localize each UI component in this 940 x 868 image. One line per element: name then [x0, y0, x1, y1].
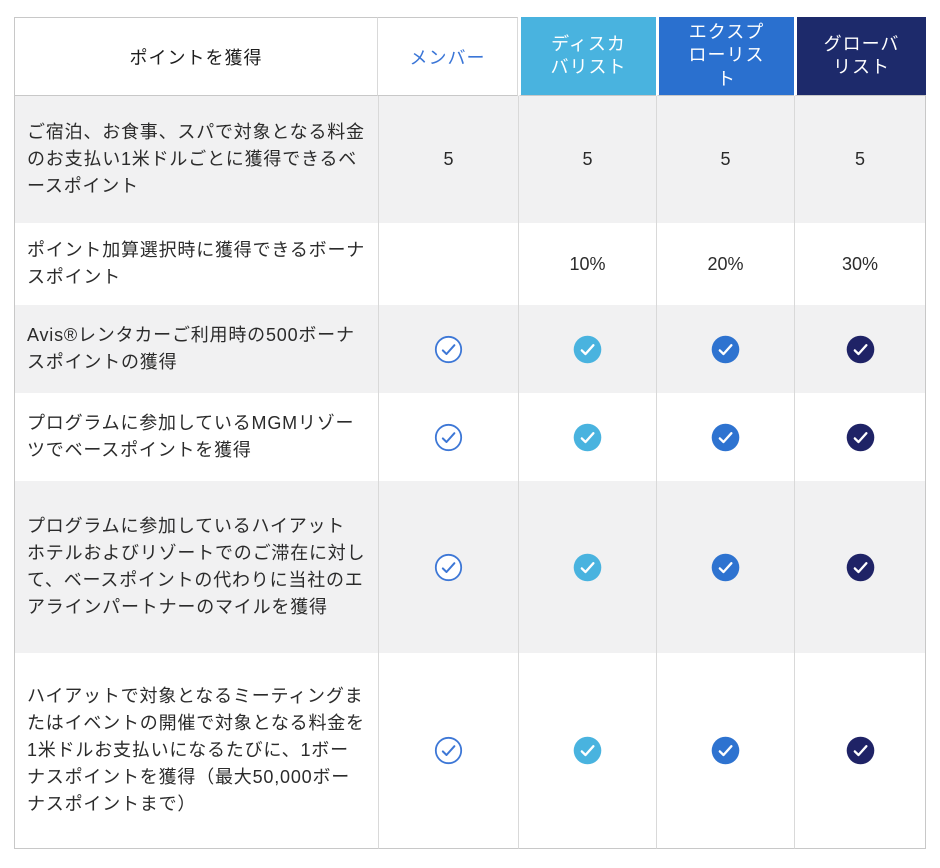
table-row: ポイント加算選択時に獲得できるボーナスポイント 10% 20% 30%	[14, 223, 926, 305]
table-row: Avis®レンタカーご利用時の500ボーナスポイントの獲得	[14, 305, 926, 393]
value-cell	[378, 223, 518, 305]
table-row: プログラムに参加しているMGMリゾーツでベースポイントを獲得	[14, 393, 926, 481]
header-row: ポイントを獲得 メンバー ディスカ バリスト エクスプ ローリス トグローバ リスト	[14, 17, 926, 96]
value-cell: 5	[794, 96, 926, 223]
check-circle-icon	[846, 423, 875, 451]
check-icon	[378, 481, 518, 653]
check-icon	[378, 653, 518, 849]
check-circle-icon	[573, 423, 602, 451]
value-cell: 30%	[794, 223, 926, 305]
check-circle-icon	[846, 335, 875, 363]
check-icon	[794, 653, 926, 849]
benefits-table: ポイントを獲得 メンバー ディスカ バリスト エクスプ ローリス トグローバ リスト…	[14, 17, 926, 849]
benefits-table-body: ご宿泊、お食事、スパで対象となる料金のお支払い1米ドルごとに獲得できるベースポイ…	[14, 96, 926, 849]
check-circle-icon	[434, 736, 463, 765]
feature-cell: ご宿泊、お食事、スパで対象となる料金のお支払い1米ドルごとに獲得できるベースポイ…	[14, 96, 378, 223]
value-cell: 5	[378, 96, 518, 223]
check-icon	[794, 393, 926, 481]
check-circle-icon	[846, 553, 875, 581]
header-feature-label: ポイントを獲得	[14, 17, 378, 96]
table-row: ご宿泊、お食事、スパで対象となる料金のお支払い1米ドルごとに獲得できるベースポイ…	[14, 96, 926, 223]
check-icon	[656, 653, 794, 849]
check-icon	[378, 393, 518, 481]
check-circle-icon	[711, 423, 740, 451]
feature-cell: プログラムに参加しているハイアット ホテルおよびリゾートでのご滞在に対して、ベー…	[14, 481, 378, 653]
check-icon	[656, 393, 794, 481]
tier-header-explorist: エクスプ ローリス ト	[656, 17, 794, 96]
table-row: ハイアットで対象となるミーティングまたはイベントの開催で対象となる料金を1米ドル…	[14, 653, 926, 849]
check-circle-icon	[434, 423, 463, 451]
check-icon	[794, 305, 926, 393]
feature-cell: ポイント加算選択時に獲得できるボーナスポイント	[14, 223, 378, 305]
value-cell: 20%	[656, 223, 794, 305]
value-cell: 5	[656, 96, 794, 223]
check-circle-icon	[573, 335, 602, 363]
tier-header-globalist: グローバ リスト	[794, 17, 926, 96]
check-circle-icon	[711, 736, 740, 765]
value-cell: 10%	[518, 223, 656, 305]
check-circle-icon	[434, 553, 463, 581]
feature-cell: ハイアットで対象となるミーティングまたはイベントの開催で対象となる料金を1米ドル…	[14, 653, 378, 849]
check-circle-icon	[711, 553, 740, 581]
feature-cell: プログラムに参加しているMGMリゾーツでベースポイントを獲得	[14, 393, 378, 481]
check-circle-icon	[711, 335, 740, 363]
tier-header-member: メンバー	[378, 17, 518, 96]
check-icon	[656, 305, 794, 393]
check-icon	[518, 481, 656, 653]
value-cell: 5	[518, 96, 656, 223]
check-circle-icon	[846, 736, 875, 765]
table-row: プログラムに参加しているハイアット ホテルおよびリゾートでのご滞在に対して、ベー…	[14, 481, 926, 653]
tier-header-discoverist: ディスカ バリスト	[518, 17, 656, 96]
check-icon	[656, 481, 794, 653]
check-icon	[518, 305, 656, 393]
check-icon	[518, 393, 656, 481]
check-circle-icon	[573, 553, 602, 581]
check-circle-icon	[434, 335, 463, 363]
feature-cell: Avis®レンタカーご利用時の500ボーナスポイントの獲得	[14, 305, 378, 393]
check-icon	[794, 481, 926, 653]
check-circle-icon	[573, 736, 602, 765]
check-icon	[518, 653, 656, 849]
check-icon	[378, 305, 518, 393]
